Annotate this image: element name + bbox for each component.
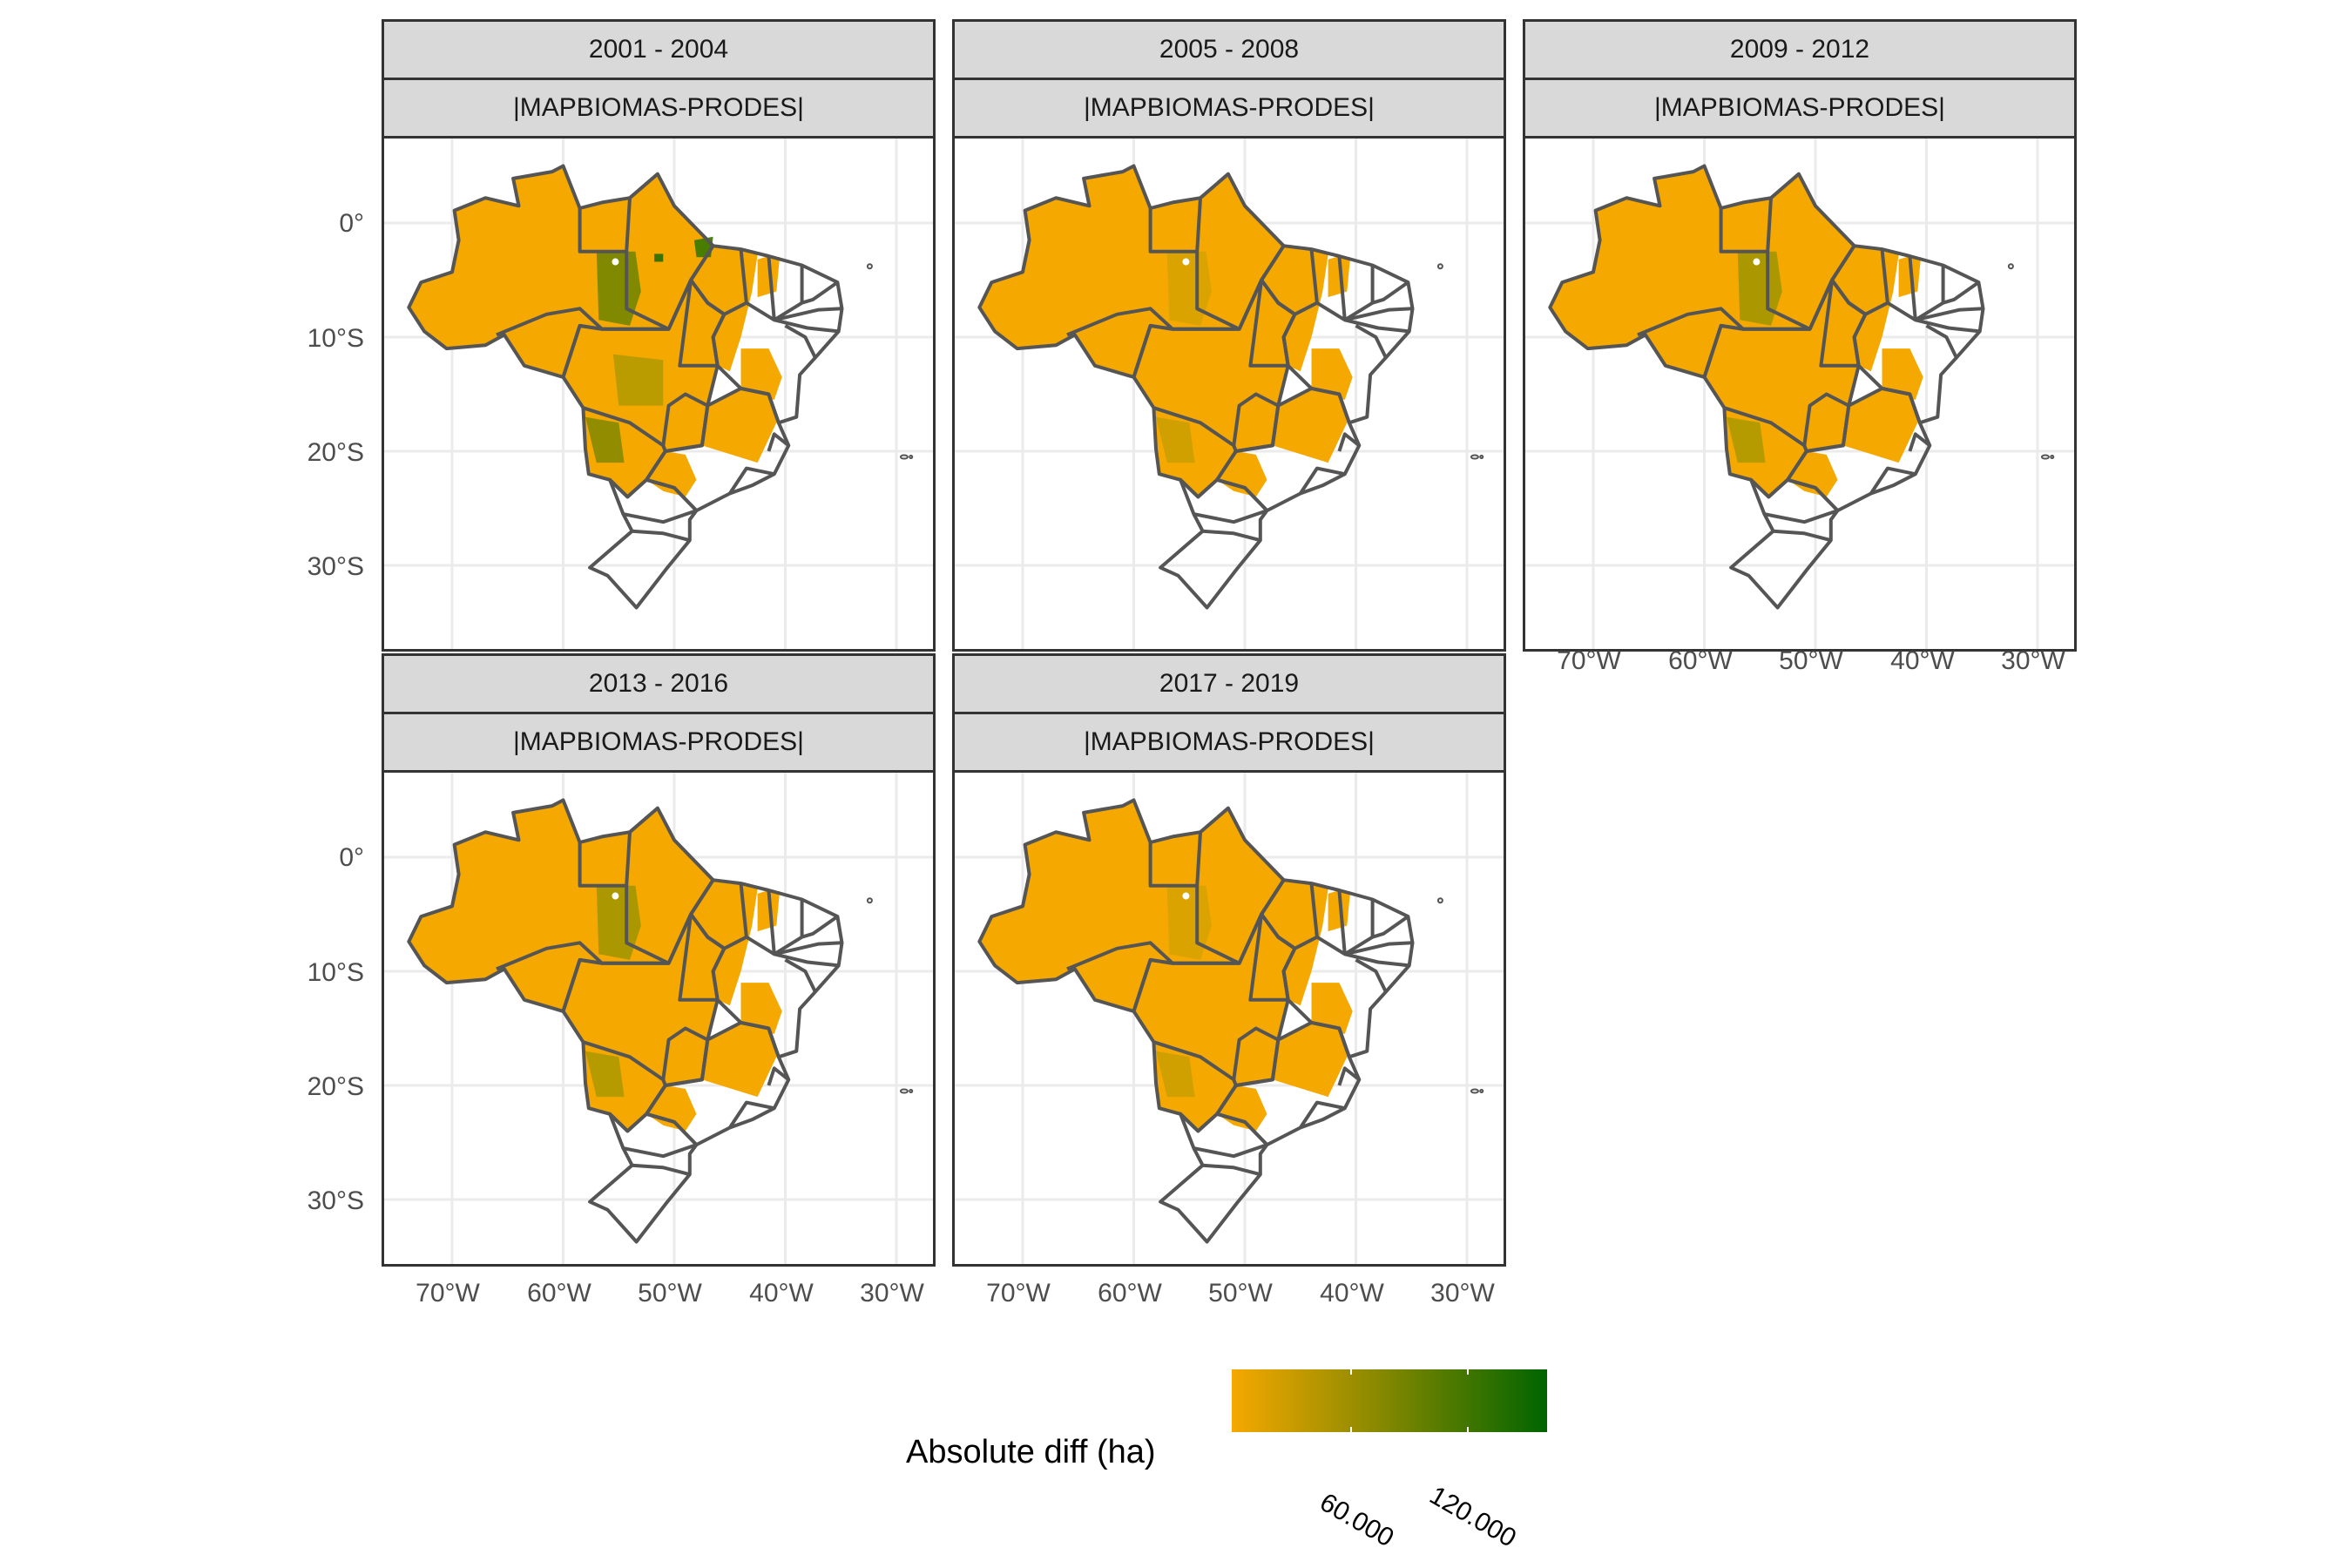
facet-subtitle-label: |MAPBIOMAS-PRODES| (1084, 727, 1375, 756)
y-tick-label: 0° (339, 209, 364, 238)
facet-period-label: 2005 - 2008 (1159, 35, 1300, 64)
choropleth-fill (409, 800, 782, 1132)
islands (2007, 263, 2055, 460)
islands (1436, 897, 1484, 1094)
y-tick-label: 20°S (307, 1072, 364, 1101)
state-borders (977, 164, 1415, 610)
facet-subtitle-label: |MAPBIOMAS-PRODES| (513, 93, 804, 122)
facet-period-strip: 2017 - 2019 (952, 653, 1506, 714)
facet-period-label: 2001 - 2004 (588, 35, 729, 64)
legend-title: Absolute diff (ha) (906, 1434, 1156, 1470)
y-tick-label: 0° (339, 843, 364, 872)
facet-subtitle-strip: |MAPBIOMAS-PRODES| (952, 712, 1506, 773)
x-tick-label: 30°W (860, 1279, 924, 1308)
choropleth-fill (1550, 166, 1923, 497)
brazil-map (955, 773, 1504, 1264)
brazil-map (384, 773, 933, 1264)
facet-subtitle-strip: |MAPBIOMAS-PRODES| (382, 712, 936, 773)
facet-subtitle-label: |MAPBIOMAS-PRODES| (1084, 93, 1375, 122)
islands (866, 263, 914, 460)
facet-period-label: 2013 - 2016 (588, 669, 729, 698)
facet-subtitle-strip: |MAPBIOMAS-PRODES| (1523, 78, 2077, 139)
x-tick-label: 50°W (1208, 1279, 1273, 1308)
choropleth-fill (979, 800, 1353, 1132)
x-tick-label: 60°W (527, 1279, 591, 1308)
brazil-map (1525, 139, 2074, 649)
x-tick-label: 70°W (986, 1279, 1051, 1308)
map-panel (382, 136, 936, 652)
map-panel (382, 770, 936, 1267)
facet-period-strip: 2013 - 2016 (382, 653, 936, 714)
y-tick-label: 30°S (307, 1186, 364, 1215)
x-tick-label: 40°W (1320, 1279, 1384, 1308)
state-borders (407, 798, 844, 1244)
facet-period-label: 2009 - 2012 (1729, 35, 1870, 64)
map-panel (1523, 136, 2077, 652)
y-tick-label: 10°S (307, 324, 364, 353)
x-tick-label: 30°W (1430, 1279, 1495, 1308)
x-tick-label: 30°W (2001, 646, 2065, 675)
x-tick-label: 40°W (1890, 646, 1955, 675)
islands (1436, 263, 1484, 460)
state-borders (977, 798, 1415, 1244)
map-panel (952, 770, 1506, 1267)
x-tick-label: 70°W (1557, 646, 1621, 675)
facet-period-strip: 2005 - 2008 (952, 19, 1506, 80)
y-tick-label: 10°S (307, 958, 364, 987)
facet-period-strip: 2001 - 2004 (382, 19, 936, 80)
islands (866, 897, 914, 1094)
facet-period-label: 2017 - 2019 (1159, 669, 1300, 698)
x-tick-label: 50°W (638, 1279, 702, 1308)
facet-subtitle-strip: |MAPBIOMAS-PRODES| (382, 78, 936, 139)
facet-subtitle-label: |MAPBIOMAS-PRODES| (1654, 93, 1945, 122)
x-tick-label: 60°W (1098, 1279, 1162, 1308)
x-tick-label: 60°W (1668, 646, 1733, 675)
state-borders (1548, 164, 1985, 610)
x-tick-label: 70°W (416, 1279, 480, 1308)
y-tick-label: 30°S (307, 552, 364, 581)
legend-label-high: 120.000 (1424, 1481, 1521, 1553)
y-tick-label: 20°S (307, 438, 364, 467)
choropleth-fill (979, 166, 1353, 497)
facet-subtitle-strip: |MAPBIOMAS-PRODES| (952, 78, 1506, 139)
x-tick-label: 50°W (1779, 646, 1843, 675)
choropleth-fill (409, 166, 782, 497)
x-tick-label: 40°W (749, 1279, 814, 1308)
legend-label-low: 60.000 (1315, 1488, 1399, 1553)
state-borders (407, 164, 844, 610)
map-panel (952, 136, 1506, 652)
brazil-map (384, 139, 933, 649)
brazil-map (955, 139, 1504, 649)
facet-period-strip: 2009 - 2012 (1523, 19, 2077, 80)
legend-colorbar (1232, 1369, 1547, 1432)
facet-subtitle-label: |MAPBIOMAS-PRODES| (513, 727, 804, 756)
